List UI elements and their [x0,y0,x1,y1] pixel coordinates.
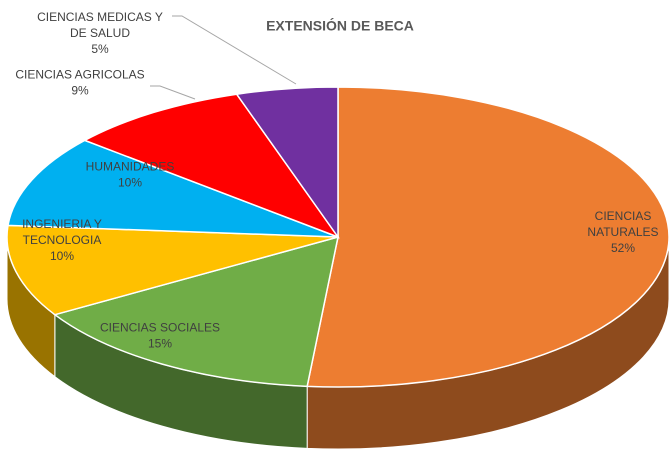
value-label: 10% [50,249,74,263]
value-label: 10% [118,176,142,190]
category-label: HUMANIDADES [86,160,175,174]
category-label: CIENCIAS NATURALES [587,209,658,239]
category-label: CIENCIAS AGRICOLAS [15,68,144,82]
slice [83,93,341,239]
category-label: INGENIERIA Y TECNOLOGIA [22,217,102,247]
category-label: CIENCIAS MEDICAS Y DE SALUD [37,10,163,40]
slice [6,224,339,316]
category-label: CIENCIAS SOCIALES [100,321,220,335]
leader-line [150,85,196,100]
slice [53,235,339,388]
value-label: 5% [91,42,109,56]
chart-title: EXTENSIÓN DE BECA [266,17,414,34]
slice [235,86,339,240]
value-label: 15% [148,337,172,351]
slice [306,86,670,388]
slice [7,139,339,238]
value-label: 9% [71,84,89,98]
value-label: 52% [611,241,635,255]
leader-line [172,15,297,85]
